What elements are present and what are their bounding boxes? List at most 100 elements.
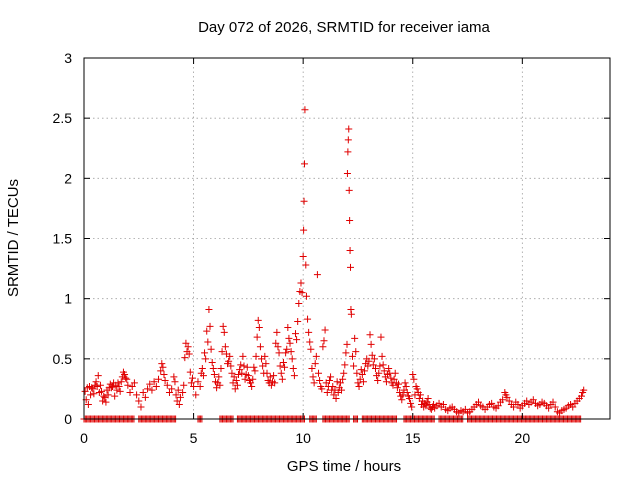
data-point	[152, 383, 160, 391]
data-point	[253, 333, 261, 341]
x-tick-label: 0	[80, 430, 88, 446]
data-point	[199, 372, 207, 380]
data-point	[304, 315, 312, 323]
data-point	[376, 362, 384, 370]
data-point	[89, 385, 97, 393]
data-point	[300, 226, 308, 234]
data-point	[409, 370, 417, 378]
data-point	[354, 379, 362, 387]
data-point	[330, 391, 338, 399]
data-point	[228, 369, 236, 377]
data-point	[205, 305, 213, 313]
data-point	[316, 376, 324, 384]
data-point	[435, 399, 443, 407]
grid-lines	[84, 58, 610, 419]
data-point	[514, 401, 522, 409]
data-point	[302, 292, 310, 300]
data-point	[339, 375, 347, 383]
data-point	[240, 362, 248, 370]
data-point	[155, 375, 163, 383]
data-point	[99, 397, 107, 405]
data-point	[209, 364, 217, 372]
data-point	[255, 324, 263, 332]
data-point	[271, 379, 279, 387]
data-point	[93, 383, 101, 391]
data-point	[179, 389, 187, 397]
data-point	[201, 349, 209, 357]
data-point	[244, 372, 252, 380]
data-point	[311, 360, 319, 368]
data-point	[117, 378, 125, 386]
data-point	[237, 361, 245, 369]
data-point	[321, 326, 329, 334]
data-point	[171, 378, 179, 386]
data-point	[358, 370, 366, 378]
data-point	[92, 378, 100, 386]
data-point	[281, 363, 289, 371]
data-point	[235, 370, 243, 378]
data-point	[113, 386, 121, 394]
data-point	[430, 401, 438, 409]
data-point	[315, 369, 323, 377]
data-point	[313, 271, 321, 279]
data-point	[312, 352, 320, 360]
data-point	[494, 402, 502, 410]
data-point	[368, 351, 376, 359]
data-point	[523, 397, 531, 405]
data-point	[293, 336, 301, 344]
x-axis-title: GPS time / hours	[287, 458, 401, 475]
data-point	[309, 373, 317, 381]
data-point	[194, 378, 202, 386]
data-point	[165, 389, 173, 397]
data-point	[382, 378, 390, 386]
data-point	[377, 333, 385, 341]
data-point	[580, 386, 588, 394]
data-point	[192, 391, 200, 399]
data-point	[261, 352, 269, 360]
data-point	[202, 355, 210, 363]
data-point	[307, 345, 315, 353]
data-point	[174, 386, 182, 394]
x-tick-label: 15	[405, 430, 421, 446]
data-point	[273, 328, 281, 336]
data-point	[227, 362, 235, 370]
data-point	[351, 334, 359, 342]
data-point	[353, 369, 361, 377]
data-point	[355, 383, 363, 391]
data-point	[308, 364, 316, 372]
data-point	[318, 385, 326, 393]
data-point	[380, 367, 388, 375]
data-point	[100, 392, 108, 400]
data-point	[402, 383, 410, 391]
data-point	[139, 389, 147, 397]
data-point	[393, 384, 401, 392]
data-point	[289, 364, 297, 372]
data-point	[284, 324, 292, 332]
data-point	[146, 380, 154, 388]
data-point	[232, 376, 240, 384]
data-point	[346, 216, 354, 224]
data-point	[366, 331, 374, 339]
data-point	[243, 363, 251, 371]
data-point	[266, 373, 274, 381]
y-tick-label: 1.5	[53, 231, 73, 247]
data-point	[345, 125, 353, 133]
data-point	[345, 186, 353, 194]
data-point	[332, 395, 340, 403]
data-point	[141, 393, 149, 401]
data-point	[310, 379, 318, 387]
data-point	[248, 383, 256, 391]
data-point	[505, 397, 513, 405]
data-point	[241, 375, 249, 383]
data-point	[176, 393, 184, 401]
data-point	[217, 364, 225, 372]
data-point	[170, 373, 178, 381]
data-point	[135, 397, 143, 405]
data-point	[102, 398, 110, 406]
y-tick-label: 0	[64, 411, 72, 427]
data-point	[410, 375, 418, 383]
data-point	[395, 380, 403, 388]
data-point	[159, 363, 167, 371]
data-point	[343, 340, 351, 348]
data-point	[182, 339, 190, 347]
